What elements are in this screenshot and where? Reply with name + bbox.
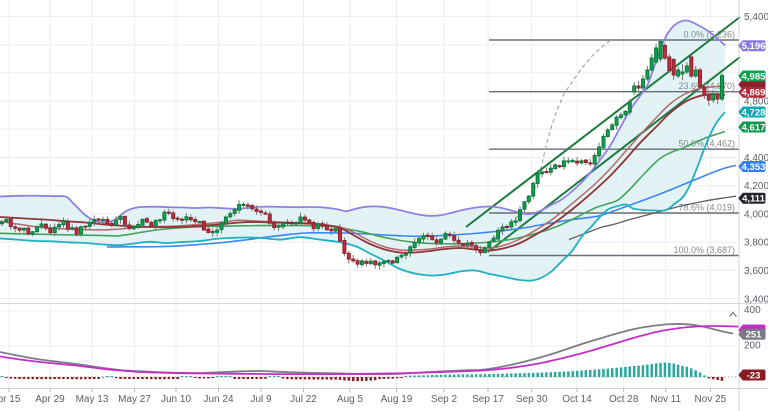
svg-text:23.6% (4,870): 23.6% (4,870)	[678, 81, 735, 91]
svg-text:400: 400	[744, 305, 761, 316]
svg-text:Nov 25: Nov 25	[695, 394, 727, 405]
svg-text:4,400: 4,400	[744, 153, 768, 164]
svg-text:Apr 29: Apr 29	[35, 394, 65, 405]
svg-text:May 27: May 27	[118, 394, 151, 405]
svg-text:5,400: 5,400	[744, 12, 768, 23]
svg-text:4,353: 4,353	[742, 162, 766, 173]
svg-text:May 13: May 13	[76, 394, 109, 405]
svg-text:Nov 11: Nov 11	[650, 394, 681, 405]
svg-text:3,400: 3,400	[744, 295, 768, 306]
svg-text:4,728: 4,728	[742, 107, 766, 118]
svg-text:78.6% (4,019): 78.6% (4,019)	[678, 203, 735, 213]
svg-text:Aug 5: Aug 5	[337, 394, 364, 405]
svg-text:251: 251	[746, 330, 763, 341]
svg-text:3,800: 3,800	[744, 238, 768, 249]
svg-text:Oct 14: Oct 14	[562, 394, 592, 405]
svg-text:3,600: 3,600	[744, 266, 768, 277]
svg-text:-23: -23	[747, 370, 761, 381]
svg-text:Oct 28: Oct 28	[609, 394, 639, 405]
svg-text:Jul 9: Jul 9	[250, 394, 272, 405]
svg-text:Aug 19: Aug 19	[381, 394, 413, 405]
svg-text:Sep 2: Sep 2	[431, 394, 458, 405]
svg-text:5,196: 5,196	[742, 41, 766, 52]
svg-text:4,000: 4,000	[744, 209, 768, 220]
svg-text:100.0% (3,687): 100.0% (3,687)	[673, 245, 735, 255]
svg-text:pr 15: pr 15	[0, 394, 21, 405]
svg-text:Sep 17: Sep 17	[472, 394, 504, 405]
svg-text:Jul 22: Jul 22	[290, 394, 317, 405]
svg-text:4,985: 4,985	[742, 71, 766, 82]
svg-text:Jun 24: Jun 24	[203, 394, 233, 405]
svg-text:0.0% (5,236): 0.0% (5,236)	[683, 30, 735, 40]
svg-text:4,111: 4,111	[742, 194, 765, 205]
svg-text:4,869: 4,869	[742, 88, 766, 99]
svg-text:Sep 30: Sep 30	[516, 394, 548, 405]
svg-text:4,617: 4,617	[742, 122, 766, 133]
svg-text:4,800: 4,800	[744, 97, 768, 108]
svg-text:Jun 10: Jun 10	[161, 394, 191, 405]
svg-text:4,200: 4,200	[744, 181, 768, 192]
svg-text:200: 200	[744, 341, 761, 352]
